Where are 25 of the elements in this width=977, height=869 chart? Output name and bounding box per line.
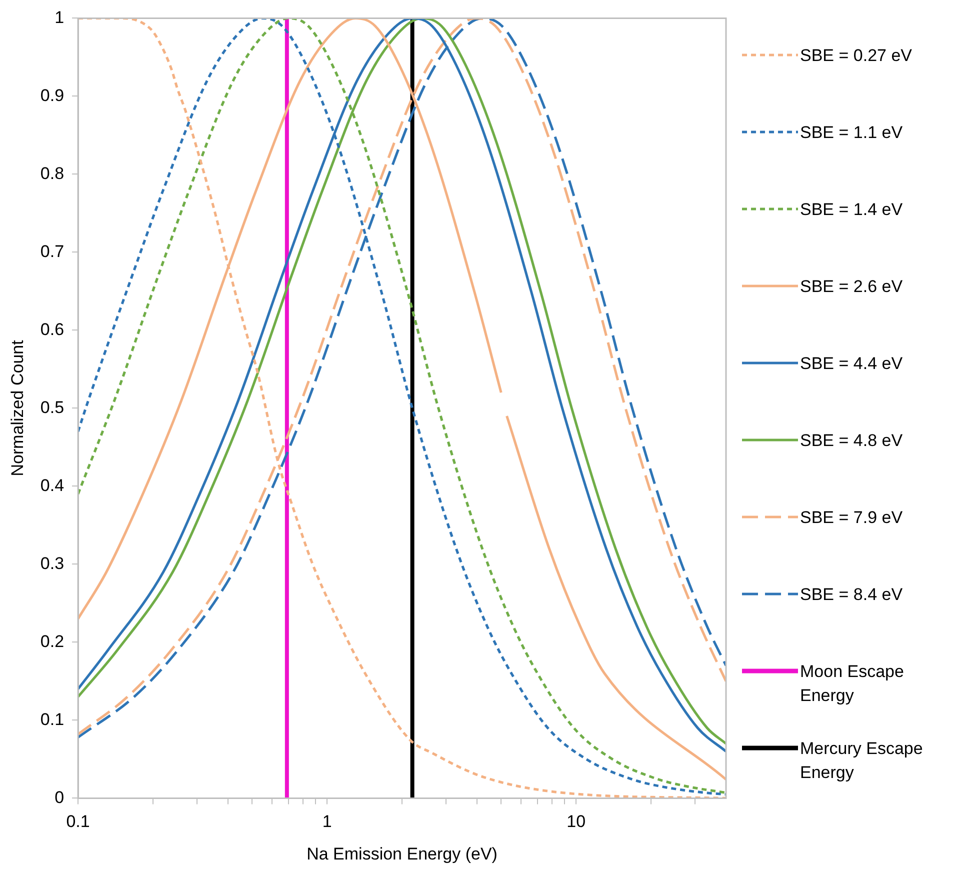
- legend-label: SBE = 4.4 eV: [800, 353, 904, 375]
- x-tick-label: 1: [322, 812, 332, 832]
- x-axis-title: Na Emission Energy (eV): [306, 844, 498, 864]
- y-tick-label: 0.2: [40, 632, 64, 651]
- y-tick-label: 0.6: [40, 320, 64, 339]
- legend-label: SBE = 8.4 eV: [800, 584, 904, 606]
- y-tick-label: 0.7: [40, 242, 64, 261]
- y-tick-label: 0.9: [40, 86, 64, 105]
- legend-label: SBE = 0.27 eV: [800, 45, 913, 67]
- y-tick-label: 0.8: [40, 164, 64, 183]
- legend-label: SBE = 7.9 eV: [800, 507, 904, 529]
- legend-label: SBE = 1.1 eV: [800, 122, 904, 144]
- y-tick-label: 0.5: [40, 398, 64, 417]
- y-tick-label: 0.1: [40, 710, 64, 729]
- y-tick-label: 0.3: [40, 554, 64, 573]
- y-axis-title: Normalized Count: [8, 340, 27, 476]
- legend-label: SBE = 4.8 eV: [800, 430, 904, 452]
- y-tick-label: 0: [54, 788, 64, 807]
- legend-label: SBE = 1.4 eV: [800, 199, 904, 221]
- legend-label: Mercury Escape Energy: [800, 738, 924, 784]
- y-tick-label: 0.4: [40, 476, 64, 495]
- x-tick-label: 10: [566, 812, 586, 832]
- legend-label: SBE = 2.6 eV: [800, 276, 904, 298]
- legend-label: Moon Escape Energy: [800, 661, 905, 707]
- y-tick-label: 1: [54, 8, 64, 27]
